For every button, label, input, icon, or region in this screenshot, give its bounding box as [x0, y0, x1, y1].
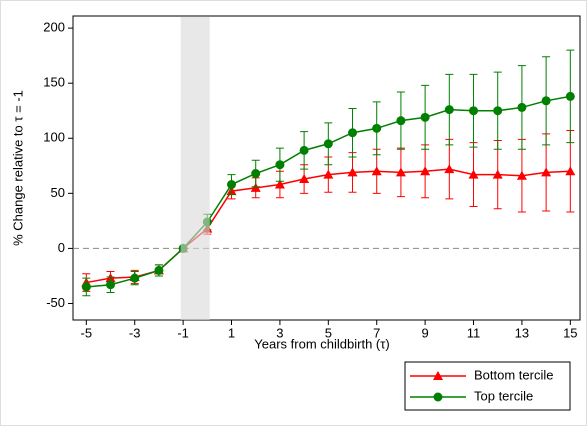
- data-point: [106, 280, 116, 290]
- data-point: [565, 166, 576, 176]
- y-tick-label: 50: [51, 185, 65, 200]
- data-point: [323, 139, 333, 149]
- data-point: [444, 164, 455, 174]
- data-point: [130, 273, 140, 283]
- data-point: [154, 265, 164, 275]
- x-tick-label: -5: [81, 325, 93, 340]
- data-point: [275, 160, 285, 170]
- y-tick-label: 150: [43, 75, 65, 90]
- data-point: [516, 170, 527, 180]
- data-point: [444, 105, 454, 115]
- x-axis-label: Years from childbirth (τ): [254, 336, 389, 351]
- y-tick-label: 100: [43, 130, 65, 145]
- shaded-region: [180, 17, 210, 320]
- data-point: [517, 102, 527, 112]
- x-tick-label: 5: [325, 325, 332, 340]
- legend-label: Bottom tercile: [474, 367, 553, 382]
- data-point: [469, 106, 479, 116]
- y-tick-label: -50: [46, 295, 65, 310]
- legend-marker: [433, 371, 443, 380]
- data-point: [299, 145, 309, 155]
- data-point: [250, 182, 261, 192]
- x-tick-label: 11: [467, 325, 481, 340]
- x-tick-label: 15: [563, 325, 577, 340]
- data-point: [492, 169, 503, 179]
- data-point: [227, 180, 237, 190]
- data-point: [299, 174, 310, 184]
- data-point: [420, 112, 430, 122]
- data-point: [541, 167, 552, 177]
- data-point: [468, 169, 479, 179]
- data-point: [493, 106, 503, 116]
- legend-marker: [433, 392, 443, 402]
- y-axis-label: % Change relative to τ = -1: [10, 90, 25, 246]
- x-tick-label: 3: [276, 325, 283, 340]
- data-point: [323, 169, 334, 179]
- legend-label: Top tercile: [474, 388, 533, 403]
- data-point: [274, 179, 285, 189]
- data-point: [565, 91, 575, 101]
- plot-frame: [72, 15, 581, 321]
- data-point: [395, 167, 406, 177]
- x-tick-label: -1: [177, 325, 189, 340]
- x-tick-label: 1: [228, 325, 235, 340]
- data-point: [348, 128, 358, 138]
- x-tick-label: 9: [421, 325, 428, 340]
- data-point: [251, 169, 261, 179]
- y-tick-label: 0: [58, 240, 65, 255]
- data-point: [372, 123, 382, 133]
- data-point: [81, 282, 91, 292]
- legend: [404, 361, 571, 411]
- data-point: [371, 166, 382, 176]
- x-tick-label: -3: [129, 325, 141, 340]
- data-point: [541, 96, 551, 106]
- data-point: [396, 116, 406, 126]
- y-tick-label: 200: [43, 20, 65, 35]
- data-point: [420, 166, 431, 176]
- x-tick-label: 13: [515, 325, 529, 340]
- x-tick-label: 7: [373, 325, 380, 340]
- data-point: [347, 167, 358, 177]
